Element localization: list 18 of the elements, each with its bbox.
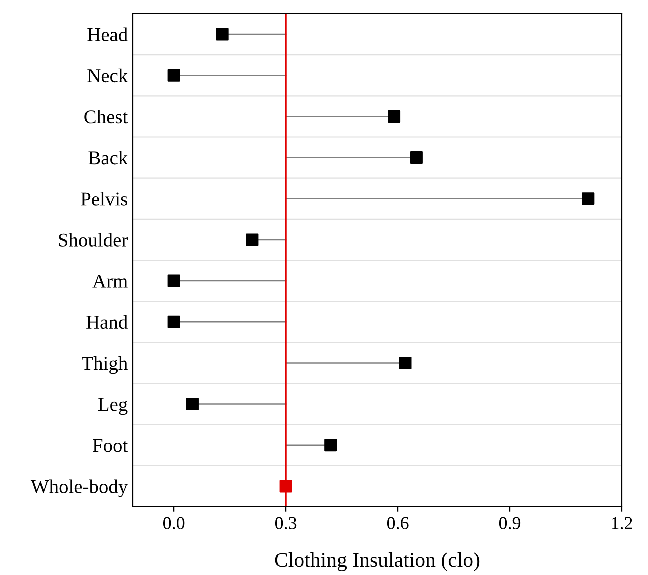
y-tick-label: Hand [86,315,128,330]
x-tick-label: 0.0 [163,517,185,530]
y-tick-label: Neck [88,68,128,83]
y-tick-label: Leg [98,398,128,416]
x-tick-label: 0.3 [275,517,297,530]
y-tick-label: Back [88,151,128,165]
x-axis-title: Clothing Insulation (clo) [275,552,480,572]
y-tick-label: Head [88,28,128,42]
x-tick-label: 0.9 [499,517,521,530]
y-tick-label: Arm [92,274,128,288]
x-tick-label: 0.6 [387,517,409,530]
y-tick-label: Foot [93,439,128,452]
y-tick-label: Shoulder [59,233,128,247]
y-tick-label: Chest [84,110,128,124]
x-tick-label: 1.2 [612,517,632,530]
y-tick-label: Whole-body [30,480,128,498]
y-tick-label: Thigh [82,356,128,374]
y-tick-label: Pelvis [81,192,128,206]
